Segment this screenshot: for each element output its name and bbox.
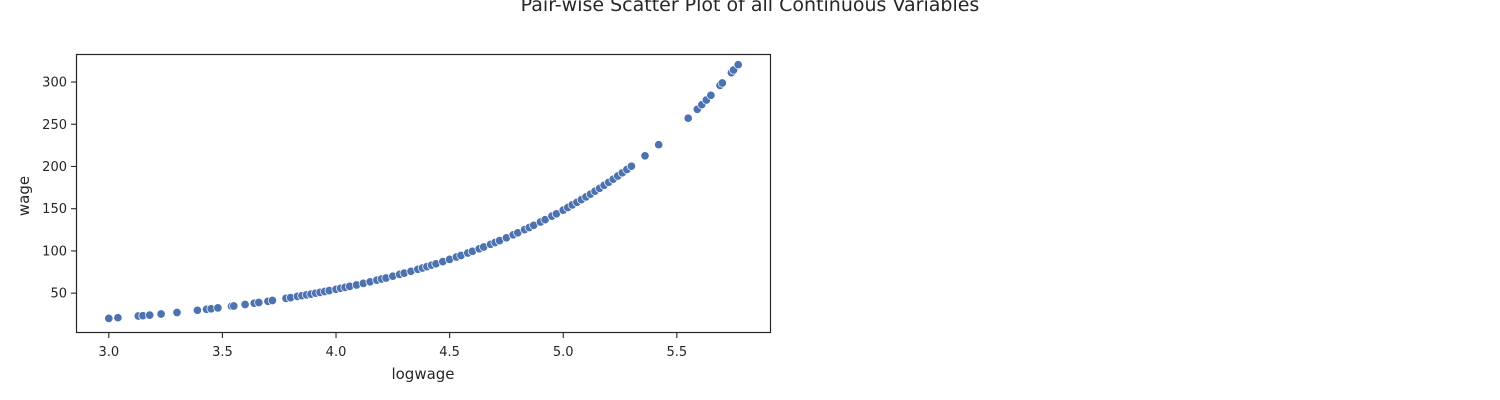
scatter-point: [254, 297, 264, 308]
scatter-point: [240, 299, 250, 310]
points-layer: [104, 60, 743, 323]
x-tick-label: 3.5: [212, 345, 233, 360]
x-tick-label: 5.5: [666, 345, 687, 360]
scatter-point: [683, 113, 693, 123]
plot-area-frame: [75, 53, 772, 334]
x-tick-label: 4.5: [439, 345, 460, 360]
y-tick-label: 300: [42, 76, 67, 91]
x-axis: 3.0 3.5 4.0 4.5 5.0 5.5: [98, 332, 687, 360]
chart-title: Pair-wise Scatter Plot of all Continuous…: [521, 0, 980, 16]
y-tick-label: 50: [50, 287, 67, 302]
y-axis: 50 100 150 200 250 300: [42, 76, 77, 302]
scatter-point: [192, 305, 202, 315]
x-tick-label: 5.0: [553, 345, 574, 360]
scatter-point: [113, 313, 123, 323]
scatter-point: [172, 307, 182, 318]
scatter-point: [706, 90, 716, 100]
y-axis-label: wage: [15, 176, 33, 216]
y-tick-label: 250: [42, 118, 67, 133]
x-tick-label: 3.0: [98, 345, 119, 360]
scatter-point: [267, 295, 277, 306]
y-tick-label: 200: [42, 160, 67, 175]
y-tick-label: 100: [42, 244, 67, 259]
scatter-point: [104, 313, 114, 323]
scatter-point: [733, 60, 743, 70]
scatter-point: [654, 140, 664, 150]
y-tick-label: 150: [42, 202, 67, 217]
scatter-point: [626, 161, 636, 171]
scatter-point: [717, 78, 727, 88]
scatter-point: [145, 310, 155, 320]
scatter-point: [156, 309, 166, 319]
scatter-point: [213, 303, 223, 313]
scatter-point: [640, 151, 650, 161]
x-axis-label: logwage: [391, 365, 454, 383]
x-tick-label: 4.0: [326, 345, 347, 360]
scatter-point: [229, 301, 239, 311]
